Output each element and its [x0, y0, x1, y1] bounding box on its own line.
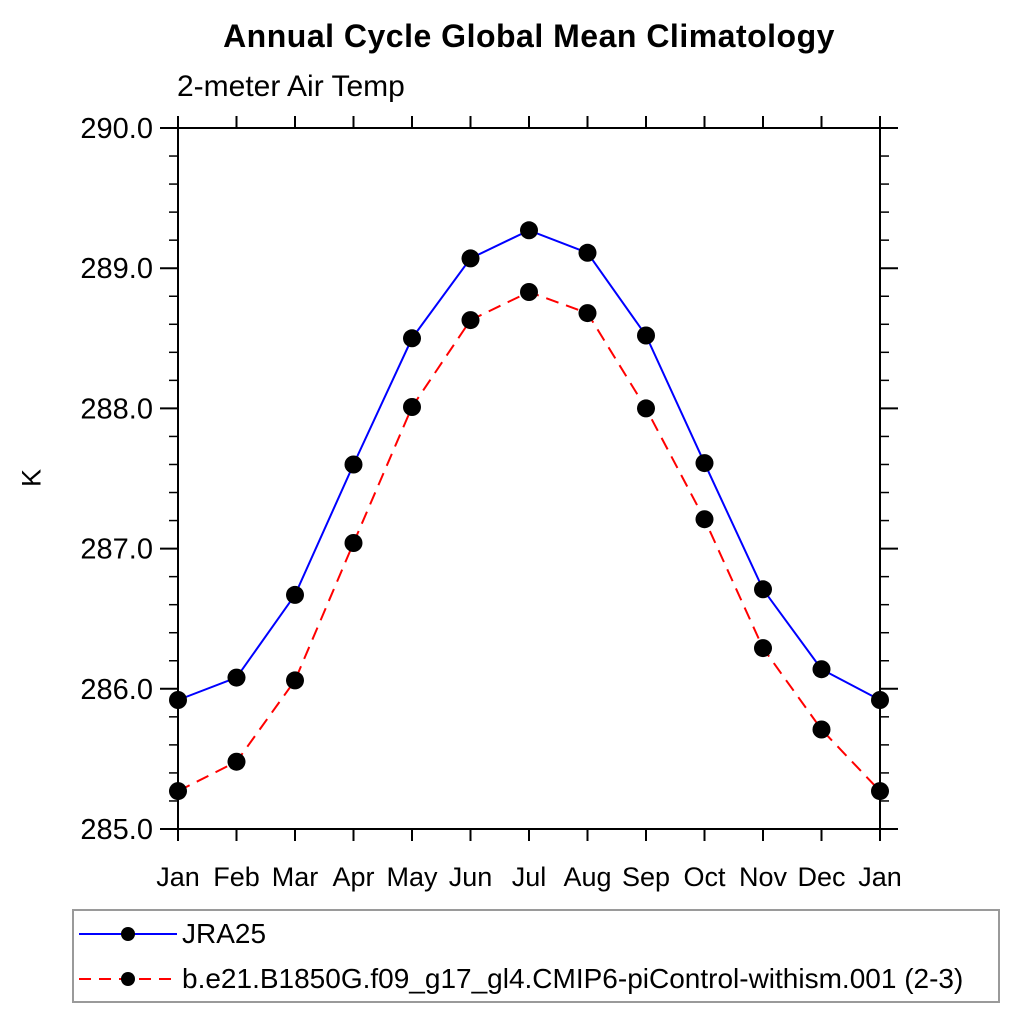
data-point-marker-series-0: [754, 580, 772, 599]
x-axis-tick-label: Nov: [739, 862, 788, 892]
data-point-marker-series-1: [227, 752, 246, 771]
y-axis-tick-label: 286.0: [80, 674, 153, 706]
data-point-marker-series-0: [812, 660, 831, 679]
x-axis-tick-label: Oct: [683, 862, 726, 892]
data-point-marker-series-1: [344, 534, 363, 552]
x-axis-tick-label: Jan: [858, 862, 902, 892]
legend-marker-dot: [121, 926, 135, 941]
x-axis-tick-label: Jan: [156, 862, 200, 892]
x-axis-tick-label: Feb: [213, 862, 260, 892]
data-point-marker-series-0: [403, 329, 421, 348]
y-axis-tick-label: 287.0: [80, 534, 153, 566]
data-point-marker-series-0: [344, 455, 363, 474]
series-line-1: [177, 290, 881, 792]
x-axis-tick-label: Sep: [622, 862, 670, 892]
data-point-marker-series-1: [578, 304, 597, 323]
data-point-marker-series-0: [637, 326, 655, 345]
data-point-marker-series-1: [812, 720, 831, 739]
data-point-marker-series-0: [169, 691, 187, 709]
data-point-marker-series-1: [695, 510, 714, 529]
legend-sample-line-solid: [79, 926, 177, 941]
legend-label-jra25: JRA25: [182, 917, 267, 949]
data-point-marker-series-0: [578, 243, 597, 262]
x-axis-tick-label: Mar: [272, 862, 319, 892]
legend-row-jra25: JRA25: [74, 911, 998, 956]
x-axis-tick-label: Dec: [797, 862, 845, 892]
x-axis-tick-label: May: [386, 862, 438, 892]
legend-sample-line-dashed: [79, 971, 177, 986]
data-point-marker-series-1: [520, 283, 538, 301]
data-point-marker-series-0: [520, 221, 538, 240]
x-axis-tick-label: Jul: [512, 862, 547, 892]
chart-subtitle: 2-meter Air Temp: [177, 70, 405, 103]
data-point-marker-series-0: [461, 249, 480, 268]
data-point-marker-series-1: [169, 782, 187, 801]
x-axis-tick-label: Jun: [449, 862, 493, 892]
x-axis-tick-label: Aug: [563, 862, 611, 892]
data-point-marker-series-0: [286, 585, 304, 604]
data-point-marker-series-1: [754, 639, 772, 658]
chart-title: Annual Cycle Global Mean Climatology: [223, 18, 835, 54]
y-axis-tick-label: 290.0: [80, 113, 153, 145]
legend: JRA25 b.e21.B1850G.f09_g17_gl4.CMIP6-piC…: [72, 909, 1000, 1003]
data-point-marker-series-1: [461, 311, 480, 330]
y-axis-tick-label: 289.0: [80, 253, 153, 285]
data-point-marker-series-1: [637, 399, 655, 418]
legend-label-model: b.e21.B1850G.f09_g17_gl4.CMIP6-piControl…: [182, 962, 964, 994]
x-axis-tick-label: Apr: [332, 862, 374, 892]
legend-marker-dot: [121, 971, 135, 986]
data-point-marker-series-0: [871, 691, 889, 709]
data-point-marker-series-1: [286, 671, 304, 690]
legend-row-model: b.e21.B1850G.f09_g17_gl4.CMIP6-piControl…: [74, 956, 998, 1001]
data-point-marker-series-0: [227, 668, 246, 687]
y-axis-tick-label: 285.0: [80, 814, 153, 846]
data-point-marker-series-0: [695, 454, 714, 473]
data-point-marker-series-1: [403, 398, 421, 416]
y-axis-tick-label: 288.0: [80, 393, 153, 425]
data-point-marker-series-1: [871, 782, 889, 801]
